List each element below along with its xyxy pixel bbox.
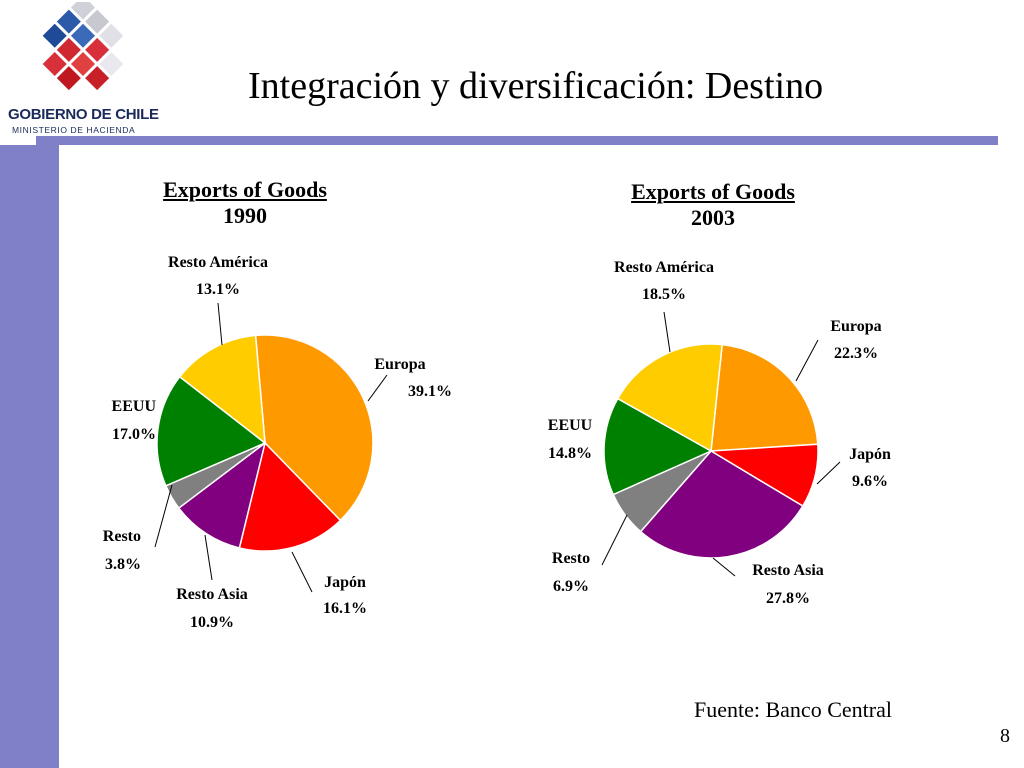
title-rule bbox=[36, 136, 998, 145]
pie-1990-slice-europa bbox=[254, 334, 374, 522]
logo-area: GOBIERNO DE CHILE MINISTERIO DE HACIENDA bbox=[0, 0, 170, 145]
pie-2003-leader-resto-asia bbox=[712, 557, 736, 577]
pie-2003-slice-resto-asia bbox=[639, 450, 804, 559]
pie-2003-label-resto: Resto bbox=[552, 550, 590, 567]
pie-1990-value-resto: 3.8% bbox=[105, 556, 141, 573]
pie-1990-label-japon: Japón bbox=[324, 574, 366, 591]
pie-2003-slice-eeuu bbox=[603, 397, 713, 496]
chart-1990-year: 1990 bbox=[223, 203, 267, 228]
pie-1990-leader-europa bbox=[367, 374, 388, 402]
chart-2003-title: Exports of Goods bbox=[631, 179, 795, 204]
pie-1990-label-resto: Resto bbox=[103, 528, 141, 545]
pie-1990-value-eeuu: 17.0% bbox=[112, 426, 156, 443]
pie-1990-value-europa: 39.1% bbox=[408, 383, 452, 400]
pie-2003-value-japon: 9.6% bbox=[852, 473, 888, 490]
pie-2003-slice-europa bbox=[710, 343, 819, 452]
chart-2003-heading: Exports of Goods 2003 bbox=[598, 179, 828, 231]
pie-1990-value-japon: 16.1% bbox=[323, 600, 367, 617]
pie-2003-label-resto-asia: Resto Asia bbox=[752, 562, 824, 579]
pie-2003-value-europa: 22.3% bbox=[834, 345, 878, 362]
pie-1990-label-resto-asia: Resto Asia bbox=[176, 586, 248, 603]
logo-name: GOBIERNO DE CHILE bbox=[8, 106, 159, 123]
pie-2003-label-japon: Japón bbox=[849, 446, 891, 463]
page-title: Integración y diversificación: Destino bbox=[248, 65, 824, 107]
pie-1990-value-resto-asia: 10.9% bbox=[190, 614, 234, 631]
source-note: Fuente: Banco Central bbox=[694, 697, 892, 722]
pie-2003-label-europa: Europa bbox=[830, 318, 881, 335]
pie-1990-leader-resto-asia bbox=[204, 534, 213, 581]
pie-1990-leader-resto bbox=[154, 484, 173, 548]
logo-subtitle: MINISTERIO DE HACIENDA bbox=[12, 125, 136, 135]
chart-1990-title: Exports of Goods bbox=[163, 177, 327, 202]
pie-2003-value-resto-asia: 27.8% bbox=[766, 590, 810, 607]
chart-2003-year: 2003 bbox=[691, 205, 735, 230]
pie-1990-leader-resto-america bbox=[217, 302, 223, 346]
pie-1990-slice-resto-asia bbox=[177, 441, 267, 549]
pie-2003-leader-europa bbox=[795, 339, 819, 382]
pie-1990-slice-resto-america bbox=[178, 334, 266, 445]
pie-2003-value-eeuu: 14.8% bbox=[548, 445, 592, 462]
pie-2003-leader-japon bbox=[816, 461, 841, 485]
pie-2003-leader-resto bbox=[601, 514, 628, 566]
gobierno-logo-icon bbox=[42, 2, 124, 91]
pie-2003-label-resto-america: Resto América bbox=[614, 259, 714, 276]
pie-1990-slice-eeuu bbox=[156, 375, 267, 487]
pie-2003-leader-resto-america bbox=[663, 311, 671, 353]
pie-1990-slice-japon bbox=[238, 441, 342, 552]
pie-1990-leader-japon bbox=[291, 551, 313, 593]
pie-2003-slice-resto-america bbox=[616, 343, 724, 453]
pie-2003-label-eeuu: EEUU bbox=[548, 417, 593, 434]
pie-2003-value-resto-america: 18.5% bbox=[642, 286, 686, 303]
pie-2003-value-resto: 6.9% bbox=[553, 578, 589, 595]
chart-1990-heading: Exports of Goods 1990 bbox=[130, 177, 360, 229]
pie-1990-label-resto-america: Resto América bbox=[168, 254, 268, 271]
pie-1990-label-eeuu: EEUU bbox=[112, 398, 157, 415]
pie-1990-value-resto-america: 13.1% bbox=[196, 281, 240, 298]
pie-1990-label-europa: Europa bbox=[374, 356, 425, 373]
page-number: 8 bbox=[1000, 725, 1010, 747]
